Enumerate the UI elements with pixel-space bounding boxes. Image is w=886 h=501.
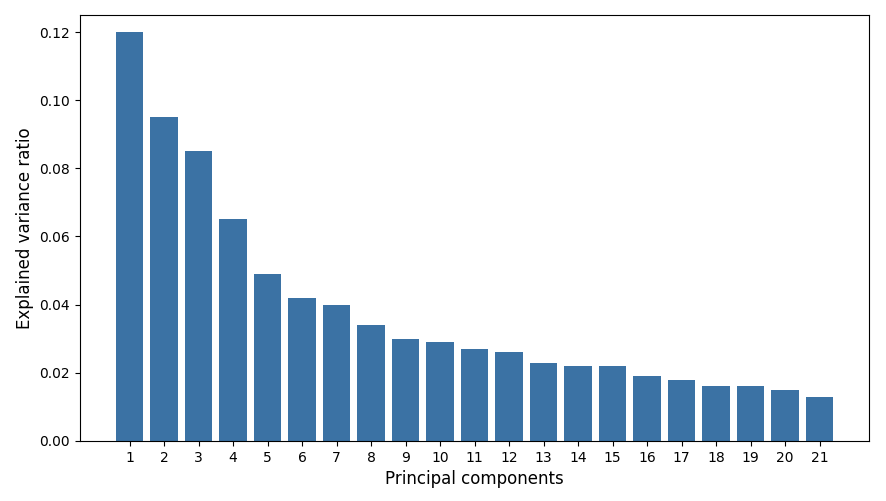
Bar [494,352,522,441]
Bar [771,390,798,441]
Bar [115,32,144,441]
Bar [288,298,315,441]
X-axis label: Principal components: Principal components [385,470,563,488]
Bar [150,117,177,441]
Bar [667,380,695,441]
Bar [736,386,764,441]
Bar [529,363,556,441]
Bar [633,376,660,441]
Bar [323,305,350,441]
Bar [357,325,385,441]
Bar [598,366,626,441]
Bar [426,342,454,441]
Bar [460,349,488,441]
Bar [392,339,419,441]
Bar [702,386,729,441]
Bar [563,366,591,441]
Bar [219,219,246,441]
Bar [804,397,833,441]
Bar [253,274,281,441]
Y-axis label: Explained variance ratio: Explained variance ratio [16,127,34,329]
Bar [184,151,212,441]
